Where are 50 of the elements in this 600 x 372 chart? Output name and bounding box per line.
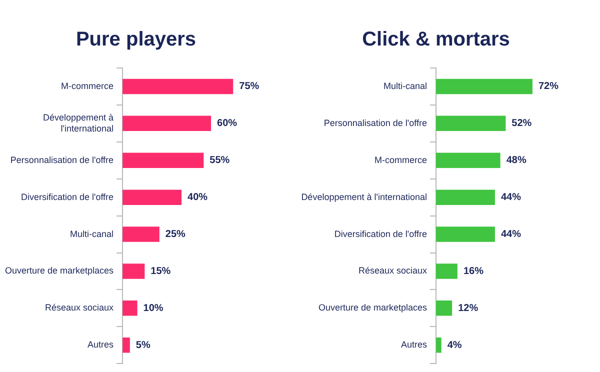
data-label: 44% [500, 229, 522, 240]
chart-title: Pure players [76, 28, 196, 51]
data-label: 15% [150, 266, 171, 277]
y-tick-label: Multi-canal [383, 80, 427, 91]
data-label: 60% [217, 118, 238, 130]
y-tick-label: Ouverture de marketplaces [318, 302, 428, 313]
bar [436, 300, 452, 316]
bar [122, 116, 212, 132]
bar [122, 152, 204, 168]
y-tick-label: Ouverture de marketplaces [4, 266, 114, 276]
bar [122, 78, 234, 94]
bar [436, 152, 500, 168]
data-label: 10% [143, 302, 164, 314]
y-tick-label: Réseaux sociaux [45, 302, 114, 313]
data-label: 5% [136, 340, 150, 351]
data-label: 55% [210, 155, 230, 166]
y-tick-label: Personnalisation de l'offre [10, 154, 114, 165]
data-label: 44% [500, 192, 522, 204]
data-label: 75% [239, 81, 260, 92]
bar [122, 190, 182, 205]
bar [436, 78, 532, 94]
y-tick-label: Développement à l'international [43, 112, 114, 134]
y-tick-label: M-commerce [61, 80, 114, 91]
data-label: 25% [165, 229, 186, 240]
bar [436, 338, 442, 353]
y-tick-label: M-commerce [374, 154, 427, 165]
y-tick-label: Réseaux sociaux [358, 266, 428, 276]
bar [122, 226, 160, 242]
data-label: 40% [188, 192, 208, 204]
y-tick-label: Autres [400, 340, 428, 350]
data-label: 72% [538, 81, 559, 92]
y-tick-label: Personnalisation de l'offre [324, 118, 427, 128]
data-label: 48% [506, 155, 526, 166]
bar [436, 264, 458, 279]
y-tick-label: Autres [88, 340, 114, 350]
y-tick-label: Développement à l'international [301, 192, 427, 202]
bar [436, 116, 506, 132]
data-label: 4% [447, 340, 462, 351]
y-tick-label: Diversification de l'offre [20, 192, 114, 202]
y-tick-label: Diversification de l'offre [334, 228, 427, 239]
bar [122, 300, 138, 316]
data-label: 52% [512, 118, 532, 130]
bar [436, 190, 495, 205]
bar [436, 226, 495, 242]
y-tick-label: Multi-canal [70, 228, 114, 239]
bar [122, 264, 145, 279]
bar [122, 338, 130, 353]
chart-title: Click & mortars [362, 28, 510, 51]
data-label: 12% [458, 302, 478, 314]
data-label: 16% [463, 266, 484, 277]
